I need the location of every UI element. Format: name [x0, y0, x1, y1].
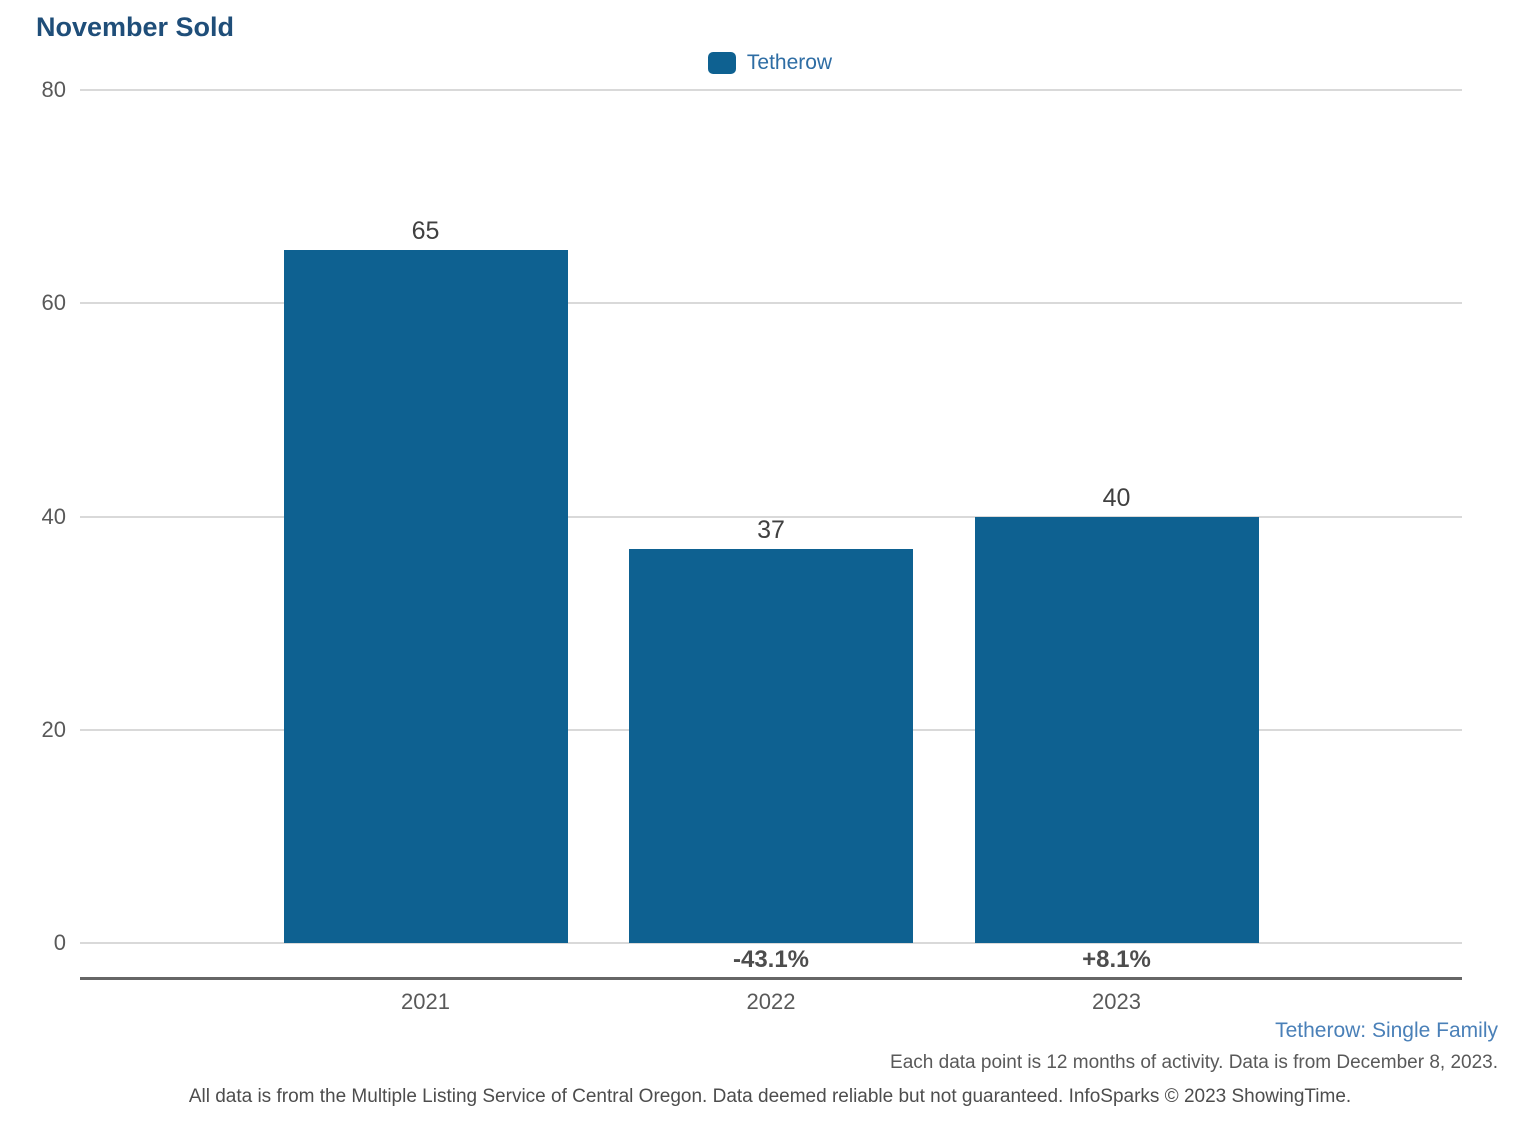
bar-value-label: 40 [1102, 483, 1131, 512]
page-title: November Sold [36, 12, 235, 42]
legend-label: Tetherow [746, 51, 833, 74]
bar: 37 [629, 516, 913, 943]
y-tick-label: 0 [53, 930, 66, 955]
x-axis-line [80, 977, 1462, 980]
pct-change-row: -43.1% +8.1% [80, 946, 1462, 974]
pct-change-label: +8.1% [1082, 946, 1151, 973]
bar: 40 [974, 484, 1259, 943]
gridline [80, 89, 1462, 91]
y-tick-label: 20 [41, 716, 66, 742]
bar-value-label: 65 [411, 216, 440, 245]
gridline [80, 302, 1462, 305]
gridline [80, 942, 1462, 944]
x-tick-label: 2023 [1092, 989, 1141, 1014]
x-tick-label: 2021 [401, 989, 450, 1014]
y-tick-label: 80 [41, 77, 66, 102]
legend-swatch-icon [707, 52, 736, 74]
series-note: Tetherow: Single Family [1275, 1019, 1498, 1042]
plot-area: 65 37 40 [80, 89, 1462, 944]
pct-change-label: -43.1% [732, 946, 810, 973]
y-tick-label: 60 [41, 290, 66, 316]
data-note: Each data point is 12 months of activity… [890, 1052, 1498, 1073]
bar: 65 [283, 217, 568, 943]
y-tick-label: 40 [41, 503, 66, 529]
x-axis: 2021 2022 2023 [80, 989, 1462, 1015]
gridline [80, 515, 1462, 518]
y-axis: 0 20 40 60 80 [0, 79, 66, 954]
bar-value-label: 37 [757, 515, 785, 544]
source-note: All data is from the Multiple Listing Se… [188, 1086, 1352, 1107]
x-tick-label: 2022 [746, 989, 796, 1014]
legend: Tetherow [0, 50, 1540, 76]
